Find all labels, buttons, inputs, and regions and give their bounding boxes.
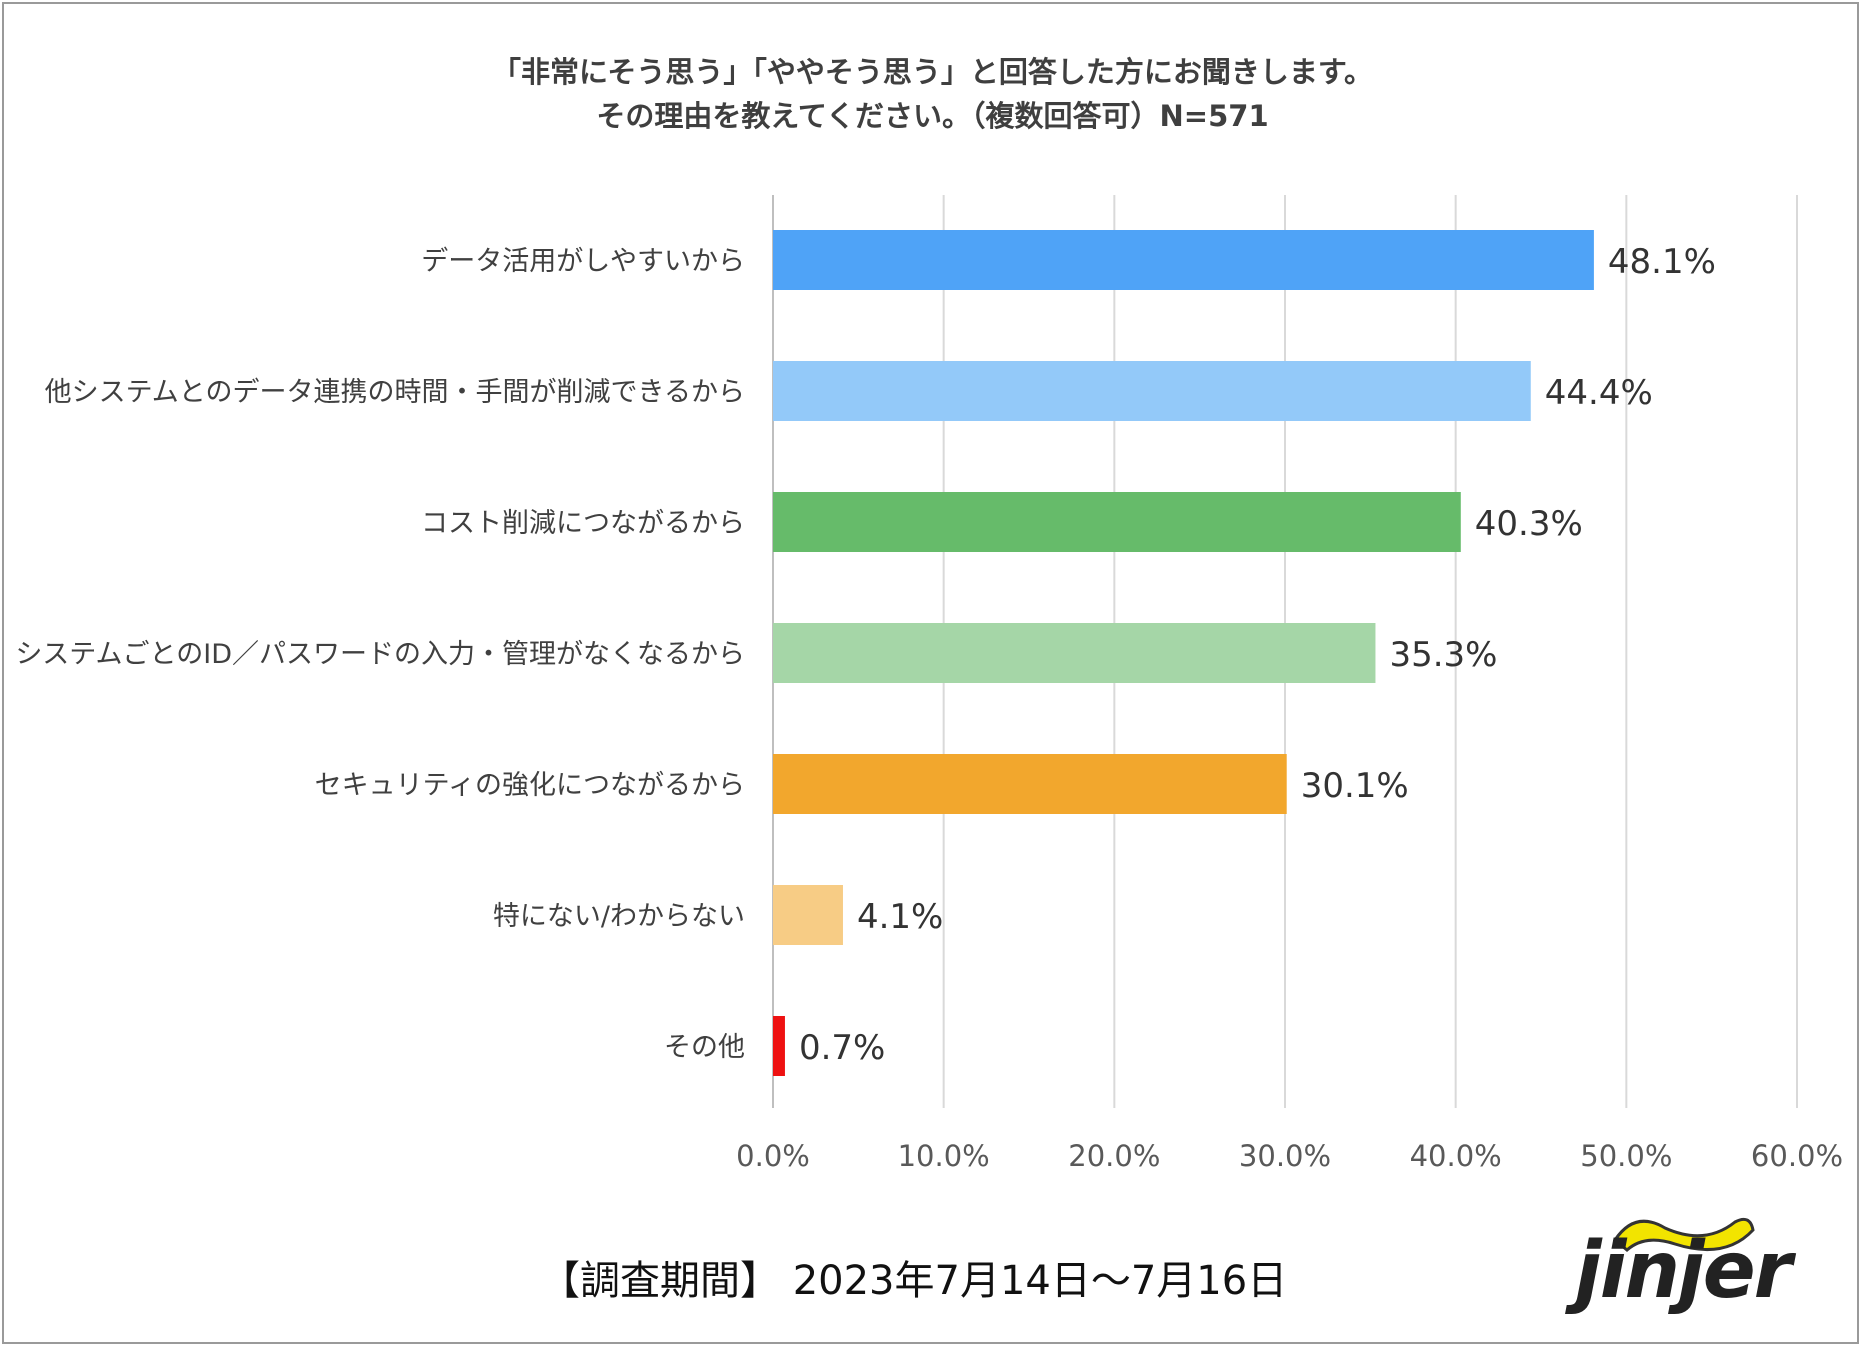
jinjer-logo: jinjer xyxy=(1575,1200,1815,1320)
category-label: 他システムとのデータ連携の時間・手間が削減できるから xyxy=(45,377,745,408)
data-label: 0.7% xyxy=(799,1028,885,1068)
x-tick-label: 60.0% xyxy=(1751,1139,1843,1173)
bar xyxy=(773,361,1531,421)
x-tick-label: 0.0% xyxy=(736,1139,810,1173)
category-label: データ活用がしやすいから xyxy=(421,246,745,277)
bar xyxy=(773,623,1376,683)
survey-period: 【調査期間】 2023年7月14日～7月16日 xyxy=(540,1258,1288,1304)
chart-title-line1: 「非常にそう思う」「ややそう思う」と回答した方にお聞きします。 xyxy=(491,55,1374,89)
category-label: システムごとのID／パスワードの入力・管理がなくなるから xyxy=(15,639,745,670)
category-label: セキュリティの強化につながるから xyxy=(315,770,745,801)
category-label: 特にない/わからない xyxy=(493,901,745,932)
category-label: コスト削減につながるから xyxy=(421,508,745,539)
x-tick-label: 50.0% xyxy=(1580,1139,1672,1173)
logo-swoosh xyxy=(1613,1217,1755,1252)
data-label: 35.3% xyxy=(1389,635,1497,675)
chart-title-line2: その理由を教えてください。（複数回答可）N=571 xyxy=(596,99,1269,133)
data-label: 48.1% xyxy=(1608,242,1716,282)
data-label: 4.1% xyxy=(857,897,943,937)
chart-title: 「非常にそう思う」「ややそう思う」と回答した方にお聞きします。 その理由を教えて… xyxy=(0,50,1865,138)
bar xyxy=(773,230,1594,290)
data-label: 30.1% xyxy=(1301,766,1409,806)
bar-chart: 0.0% 10.0% 20.0% 30.0% 40.0% 50.0% 60.0% 48.1% デ… xyxy=(15,195,1843,1173)
x-tick-label: 30.0% xyxy=(1239,1139,1331,1173)
x-tick-label: 20.0% xyxy=(1068,1139,1160,1173)
data-label: 44.4% xyxy=(1545,373,1653,413)
x-tick-label: 10.0% xyxy=(898,1139,990,1173)
bar xyxy=(773,1016,785,1076)
logo-text: jinjer xyxy=(1575,1226,1792,1316)
bar xyxy=(773,885,843,945)
category-label: その他 xyxy=(664,1032,745,1063)
bar xyxy=(773,492,1461,552)
x-tick-label: 40.0% xyxy=(1410,1139,1502,1173)
bar xyxy=(773,754,1287,814)
data-label: 40.3% xyxy=(1475,504,1583,544)
